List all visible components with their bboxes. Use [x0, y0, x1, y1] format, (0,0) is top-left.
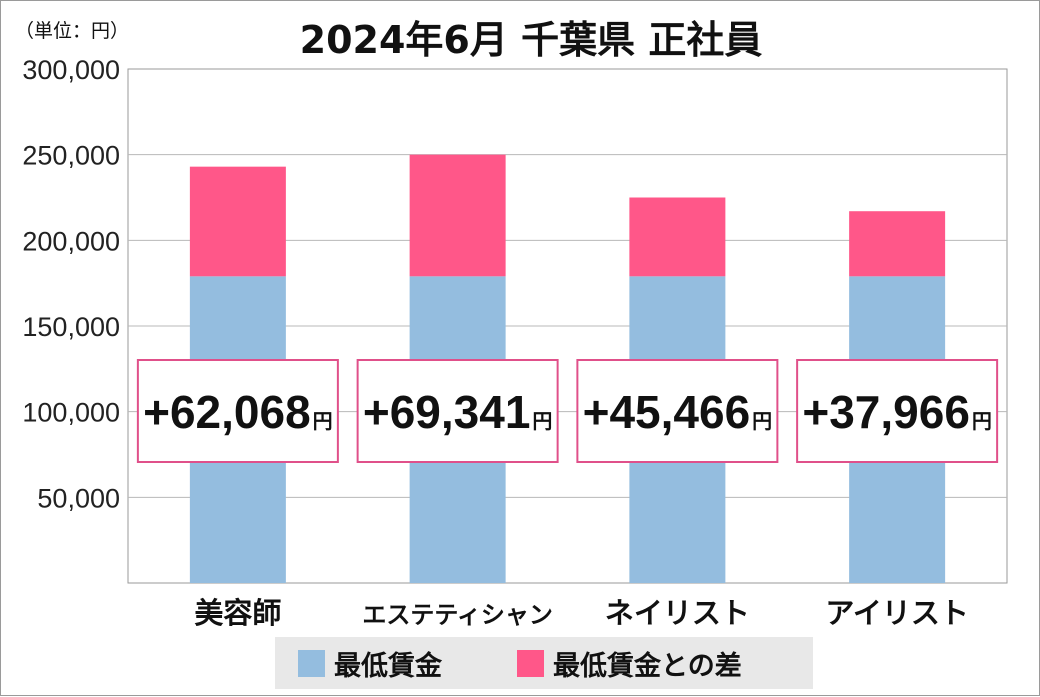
difference-unit: 円: [532, 409, 552, 433]
difference-label-text: +37,966 円: [802, 386, 992, 438]
x-tick-label: 美容師: [194, 596, 281, 630]
x-tick-label: エステティシャン: [362, 601, 553, 629]
difference-label: +69,341 円: [356, 359, 559, 463]
difference-label-text: +45,466 円: [583, 386, 773, 438]
difference-value: +45,466: [583, 386, 751, 438]
legend: 最低賃金 最低賃金との差: [275, 637, 813, 689]
difference-label: +62,068 円: [136, 359, 339, 463]
legend-label-minimum-wage: 最低賃金: [334, 650, 443, 682]
difference-label: +45,466 円: [576, 359, 779, 463]
y-axis-ticks: 50,000 100,000 150,000 200,000 250,000 300,00…: [22, 55, 120, 513]
difference-label-text: +69,341 円: [363, 386, 553, 438]
bar-difference: [189, 166, 286, 277]
difference-labels: +62,068 円 +69,341 円 +45,466 円 +37,966 円: [136, 359, 999, 463]
y-tick-label: 250,000: [22, 141, 120, 171]
bar-difference: [409, 154, 506, 277]
y-tick-label: 150,000: [22, 312, 120, 342]
difference-label-box: [136, 359, 339, 463]
difference-label-box: [796, 359, 999, 463]
x-tick-label: ネイリスト: [605, 596, 750, 630]
difference-value: +62,068: [143, 386, 311, 438]
difference-label: +37,966 円: [796, 359, 999, 463]
x-tick-label: アイリスト: [825, 596, 969, 630]
x-axis-ticks: 美容師 エステティシャン ネイリスト アイリスト: [194, 596, 969, 630]
difference-value: +37,966: [802, 386, 970, 438]
difference-unit: 円: [752, 409, 772, 433]
difference-unit: 円: [972, 409, 992, 433]
bar-difference: [629, 197, 726, 277]
y-tick-label: 300,000: [22, 55, 120, 85]
difference-value: +69,341: [363, 386, 531, 438]
difference-label-box: [356, 359, 559, 463]
legend-label-difference: 最低賃金との差: [553, 650, 742, 682]
legend-swatch-minimum-wage: [298, 650, 325, 677]
legend-swatch-difference: [517, 650, 544, 677]
difference-unit: 円: [313, 409, 333, 433]
difference-label-box: [576, 359, 779, 463]
unit-note: （単位：円）: [15, 20, 129, 42]
difference-label-text: +62,068 円: [143, 386, 333, 438]
bar-difference: [849, 211, 946, 277]
y-tick-label: 50,000: [37, 483, 120, 513]
chart-title: 2024年6月 千葉県 正社員: [300, 18, 763, 62]
y-tick-label: 200,000: [22, 226, 120, 256]
y-tick-label: 100,000: [22, 398, 120, 428]
